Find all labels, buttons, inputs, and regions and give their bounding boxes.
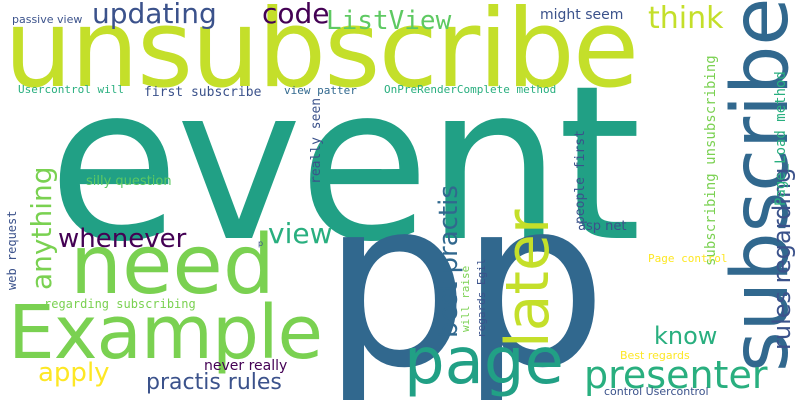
word-p-left: p: [322, 149, 470, 400]
word-passive-view: passive view: [12, 13, 83, 26]
word-subscribing-unsubscribing: subscribing unsubscribing: [703, 55, 719, 266]
word-control-usercontrol: control Usercontrol: [604, 385, 709, 398]
word-code: code: [262, 0, 330, 30]
word-think: think: [648, 1, 724, 36]
word-asp-net: asp net: [578, 219, 627, 234]
word-updating: updating: [92, 0, 217, 30]
word-page-load-method: Page_Load method: [773, 71, 789, 206]
word-view-patter: view patter: [284, 84, 357, 97]
word-might-seem: might seem: [540, 7, 624, 23]
word-regarding-subscribing: regarding subscribing: [44, 297, 196, 311]
word-never-really: never really: [204, 358, 288, 374]
word-apply: apply: [38, 358, 110, 388]
word-anything: anything: [25, 166, 58, 291]
word-people-first: people first: [573, 130, 588, 224]
word-later: later: [493, 209, 563, 348]
word-event: event: [48, 40, 642, 289]
word-best-regards: Best regards: [620, 349, 690, 362]
word-know: know: [654, 322, 718, 350]
word-need: need: [70, 218, 275, 313]
word-listview: ListView: [326, 6, 452, 36]
word-whenever: whenever: [58, 224, 187, 254]
word-p-right: p: [460, 149, 608, 400]
word-regards-egil: regards Egil: [475, 258, 488, 338]
word-silly-question: silly question: [86, 174, 172, 189]
word-p-small: p: [258, 239, 264, 248]
word-practis-rules: practis rules: [146, 370, 282, 395]
word-page-control: Page control: [648, 252, 728, 265]
word-first-subscribe: first subscribe: [144, 85, 262, 100]
word-usercontrol-will: Usercontrol will: [18, 83, 124, 96]
word-onprerendercomplete: OnPreRenderComplete method: [384, 83, 557, 96]
word-example: Example: [8, 290, 323, 376]
word-web-request: web request: [5, 210, 19, 290]
word-presenter: presenter: [584, 353, 768, 397]
word-really-seen: really seen: [309, 97, 324, 184]
word-page: page: [404, 325, 564, 399]
word-view: view: [268, 217, 333, 250]
word-unsubscribe: unsubscribe: [4, 0, 639, 112]
word-will-raise: will raise: [459, 265, 472, 332]
